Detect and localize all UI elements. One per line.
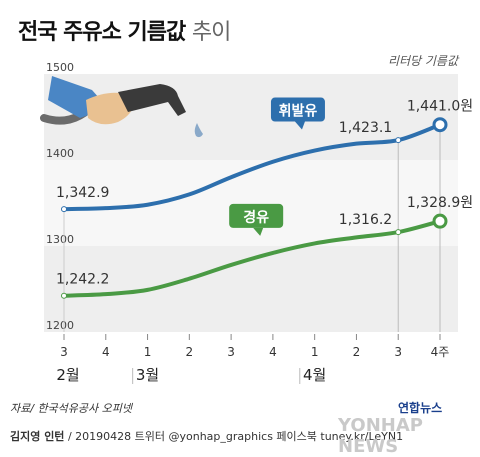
x-tick-label: 3: [394, 345, 402, 359]
x-tick-label: 4: [102, 345, 110, 359]
x-tick-label: 3: [60, 345, 68, 359]
hand-icon: [86, 92, 134, 125]
credit-text: / 20190428 트위터 @yonhap_graphics 페이스북 tun…: [67, 430, 404, 443]
fuel-drop-icon: [194, 123, 203, 138]
data-point: [61, 206, 67, 213]
series-line: [62, 219, 442, 298]
month-label: 3월: [136, 366, 159, 384]
watermark-text: YONHAP NEWS: [338, 415, 423, 457]
data-label: 1,242.2: [56, 272, 109, 288]
data-point-end: [432, 213, 448, 229]
data-point-end: [432, 117, 448, 133]
month-label: 2월: [56, 366, 79, 384]
series-name-label: 휘발유: [279, 103, 318, 120]
series-badge-pointer: [253, 227, 264, 236]
x-tick-label: 4주: [431, 345, 450, 359]
data-label: 1,316.2: [339, 212, 392, 228]
data-point: [61, 292, 67, 299]
title-sub: 추이: [191, 20, 231, 45]
data-label: 1,328.9원: [407, 195, 473, 211]
chart-title: 전국 주유소 기름값 추이: [18, 14, 231, 46]
x-tick-label: 2: [353, 345, 361, 359]
series-badge: [270, 97, 325, 122]
data-point: [395, 229, 402, 236]
data-label: 1,441.0원: [407, 99, 473, 115]
data-label: 1,423.1: [339, 120, 392, 136]
data-label: 1,342.9: [56, 185, 109, 201]
series-line: [62, 122, 442, 212]
unit-note: 리터당 기름값: [387, 54, 458, 68]
x-tick-label: 1: [144, 345, 152, 359]
x-tick-label: 3: [227, 345, 235, 359]
y-tick-label: 1200: [46, 319, 74, 332]
line-chart: 1200 1300 1400 1500 1,342.9 1,423.1 1,441.0원 휘발…: [40, 61, 473, 384]
series-name-label: 경유: [243, 209, 269, 226]
x-tick-label: 1: [311, 345, 319, 359]
series-badge: [229, 203, 284, 228]
month-label: 4월: [303, 366, 326, 384]
x-tick-label: 2: [186, 345, 194, 359]
y-tick-label: 1400: [46, 147, 74, 160]
title-main: 전국 주유소 기름값: [18, 20, 186, 45]
data-point: [395, 137, 402, 144]
y-tick-label: 1500: [46, 61, 74, 74]
fuel-nozzle-icon: [118, 84, 186, 116]
credit-name: 김지영 인턴: [10, 430, 65, 443]
series-badge-pointer: [294, 121, 305, 130]
source-note: 자료/ 한국석유공사 오피넷: [10, 402, 133, 415]
watermark-brand: 연합뉴스: [398, 401, 443, 415]
x-tick-label: 4: [269, 345, 277, 359]
y-tick-label: 1300: [46, 233, 74, 246]
credit-line: 김지영 인턴 / 20190428 트위터 @yonhap_graphics 페…: [10, 428, 403, 444]
